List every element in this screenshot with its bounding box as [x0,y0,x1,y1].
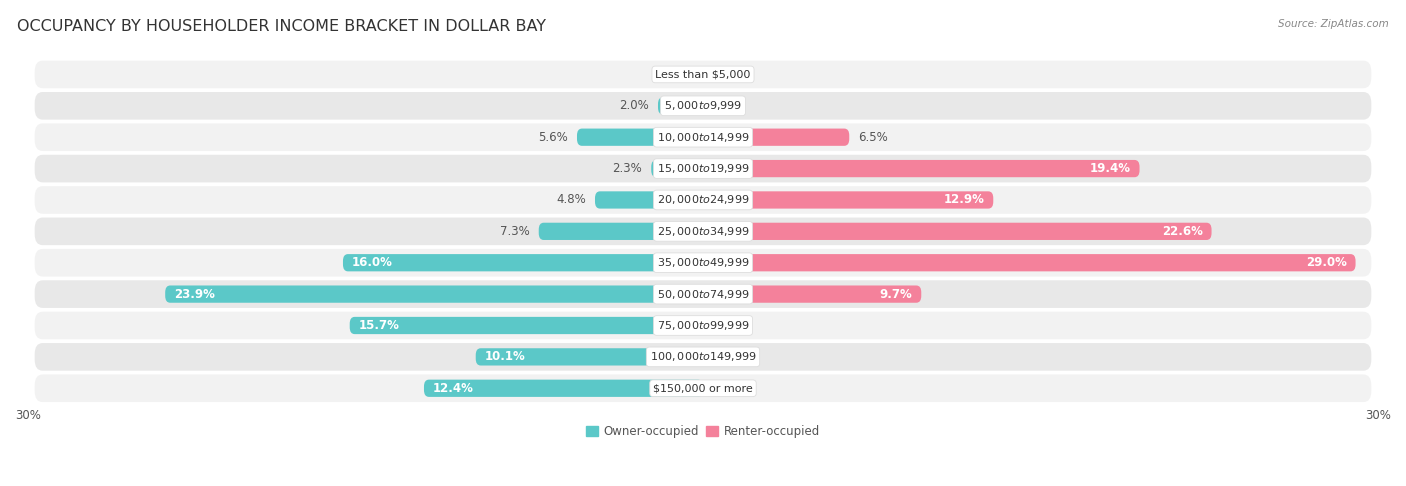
FancyBboxPatch shape [350,317,703,334]
Text: 0.0%: 0.0% [714,319,744,332]
Text: 5.6%: 5.6% [538,131,568,144]
Text: 12.9%: 12.9% [943,193,984,207]
FancyBboxPatch shape [35,249,1371,277]
Text: OCCUPANCY BY HOUSEHOLDER INCOME BRACKET IN DOLLAR BAY: OCCUPANCY BY HOUSEHOLDER INCOME BRACKET … [17,19,546,35]
FancyBboxPatch shape [425,380,703,397]
Text: 10.1%: 10.1% [485,350,526,364]
Text: $100,000 to $149,999: $100,000 to $149,999 [650,350,756,364]
FancyBboxPatch shape [703,191,993,208]
Text: $20,000 to $24,999: $20,000 to $24,999 [657,193,749,207]
Text: 6.5%: 6.5% [858,131,889,144]
Text: $5,000 to $9,999: $5,000 to $9,999 [664,99,742,112]
FancyBboxPatch shape [703,160,1139,177]
FancyBboxPatch shape [35,280,1371,308]
Text: 22.6%: 22.6% [1161,225,1202,238]
Text: 4.8%: 4.8% [557,193,586,207]
FancyBboxPatch shape [538,223,703,240]
FancyBboxPatch shape [35,218,1371,245]
FancyBboxPatch shape [475,348,703,365]
FancyBboxPatch shape [35,374,1371,402]
Text: $25,000 to $34,999: $25,000 to $34,999 [657,225,749,238]
FancyBboxPatch shape [35,155,1371,182]
FancyBboxPatch shape [35,61,1371,88]
FancyBboxPatch shape [595,191,703,208]
Text: 29.0%: 29.0% [1306,256,1347,269]
FancyBboxPatch shape [703,129,849,146]
FancyBboxPatch shape [576,129,703,146]
FancyBboxPatch shape [35,123,1371,151]
Text: $15,000 to $19,999: $15,000 to $19,999 [657,162,749,175]
Text: 7.3%: 7.3% [501,225,530,238]
FancyBboxPatch shape [658,97,703,114]
FancyBboxPatch shape [35,312,1371,339]
FancyBboxPatch shape [165,285,703,303]
Text: Source: ZipAtlas.com: Source: ZipAtlas.com [1278,19,1389,30]
FancyBboxPatch shape [35,343,1371,371]
Text: 9.7%: 9.7% [880,288,912,301]
Text: $150,000 or more: $150,000 or more [654,383,752,393]
Text: 15.7%: 15.7% [359,319,399,332]
Text: 23.9%: 23.9% [174,288,215,301]
Text: $75,000 to $99,999: $75,000 to $99,999 [657,319,749,332]
Text: 12.4%: 12.4% [433,382,474,395]
Text: 0.0%: 0.0% [714,350,744,364]
Text: $50,000 to $74,999: $50,000 to $74,999 [657,288,749,301]
FancyBboxPatch shape [651,160,703,177]
Text: 0.0%: 0.0% [714,68,744,81]
Text: 0.0%: 0.0% [662,68,692,81]
FancyBboxPatch shape [703,285,921,303]
Text: 0.0%: 0.0% [714,382,744,395]
Text: 19.4%: 19.4% [1090,162,1130,175]
FancyBboxPatch shape [35,186,1371,214]
FancyBboxPatch shape [35,92,1371,120]
Text: 2.3%: 2.3% [613,162,643,175]
Text: 2.0%: 2.0% [619,99,650,112]
Legend: Owner-occupied, Renter-occupied: Owner-occupied, Renter-occupied [581,420,825,443]
FancyBboxPatch shape [703,254,1355,271]
Text: 16.0%: 16.0% [352,256,392,269]
FancyBboxPatch shape [703,223,1212,240]
Text: $35,000 to $49,999: $35,000 to $49,999 [657,256,749,269]
FancyBboxPatch shape [343,254,703,271]
Text: Less than $5,000: Less than $5,000 [655,69,751,79]
Text: 0.0%: 0.0% [714,99,744,112]
Text: $10,000 to $14,999: $10,000 to $14,999 [657,131,749,144]
